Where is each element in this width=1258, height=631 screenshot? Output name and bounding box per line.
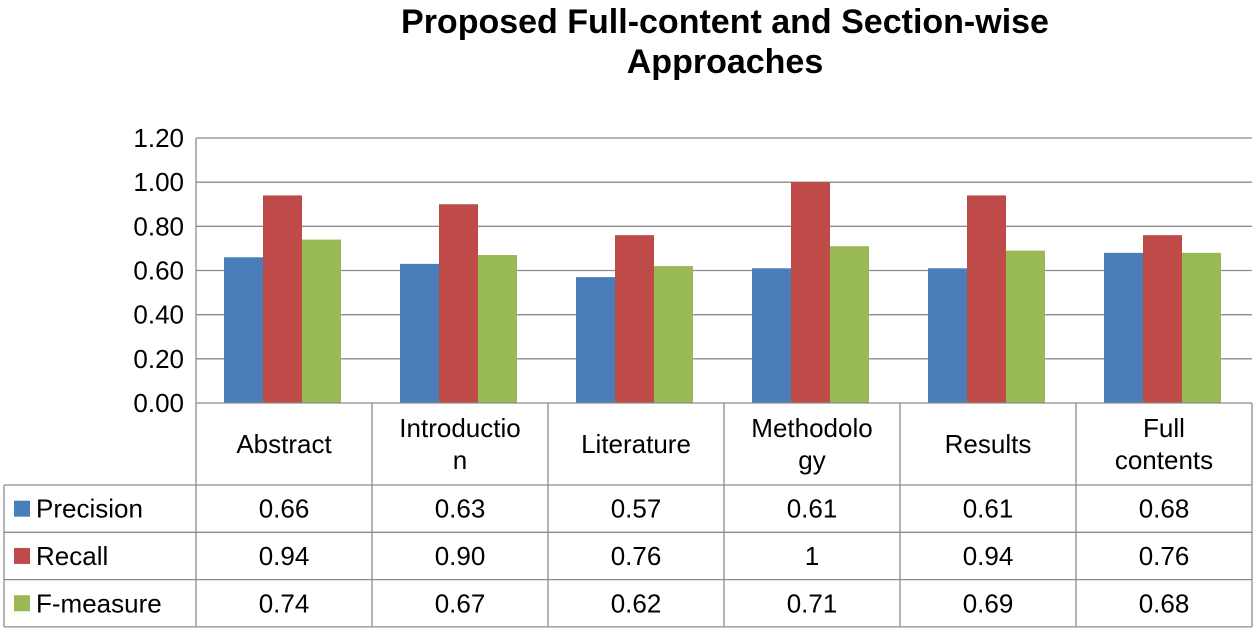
- data-label: 0.57: [611, 494, 662, 524]
- y-tick-label: 1.20: [133, 123, 184, 153]
- y-tick-label: 0.40: [133, 300, 184, 330]
- bar-recall-2: [615, 235, 654, 403]
- data-label: 0.61: [963, 494, 1014, 524]
- bar-precision-2: [576, 277, 615, 403]
- data-label: 0.74: [259, 588, 310, 618]
- bar-recall-4: [967, 195, 1006, 403]
- bar-recall-0: [263, 195, 302, 403]
- data-label: 0.69: [963, 588, 1014, 618]
- data-label: 0.94: [259, 541, 310, 571]
- legend-label: F-measure: [36, 588, 162, 618]
- legend-key-f-measure: [14, 595, 30, 612]
- category-label: Literature: [581, 429, 691, 459]
- data-label: 0.63: [435, 494, 486, 524]
- data-label: 0.76: [1139, 541, 1190, 571]
- bar-f-measure-0: [302, 239, 341, 403]
- chart-title-line-2: Approaches: [626, 43, 824, 81]
- bar-recall-5: [1143, 235, 1182, 403]
- bar-precision-0: [224, 257, 263, 403]
- category-label: Introductio: [399, 413, 520, 443]
- gridlines: [196, 137, 1252, 360]
- bar-precision-1: [400, 263, 439, 403]
- chart-title-line-1: Proposed Full-content and Section-wise: [401, 3, 1049, 41]
- legend-label: Precision: [36, 494, 143, 524]
- data-label: 0.62: [611, 588, 662, 618]
- data-label: 0.76: [611, 541, 662, 571]
- bar-f-measure-1: [478, 255, 517, 403]
- data-label: 0.61: [787, 494, 838, 524]
- bar-f-measure-4: [1006, 250, 1045, 403]
- data-label: 0.67: [435, 588, 486, 618]
- bar-recall-3: [791, 182, 830, 403]
- data-label: 0.68: [1139, 588, 1190, 618]
- y-tick-label: 0.80: [133, 211, 184, 241]
- data-label: 0.71: [787, 588, 838, 618]
- data-label: 0.94: [963, 541, 1014, 571]
- bar-precision-3: [752, 268, 791, 403]
- bar-precision-4: [928, 268, 967, 403]
- category-label: contents: [1115, 445, 1213, 475]
- bar-f-measure-5: [1182, 252, 1221, 403]
- category-label: Full: [1143, 413, 1185, 443]
- category-label: Methodolo: [751, 413, 872, 443]
- category-label: Results: [945, 429, 1032, 459]
- data-label: 0.66: [259, 494, 310, 524]
- legend-label: Recall: [36, 541, 108, 571]
- bar-precision-5: [1104, 252, 1143, 403]
- bar-f-measure-3: [830, 246, 869, 403]
- data-label: 0.68: [1139, 494, 1190, 524]
- y-tick-label: 1.00: [133, 167, 184, 197]
- bar-f-measure-2: [654, 266, 693, 403]
- data-label: 0.90: [435, 541, 486, 571]
- y-tick-label: 0.00: [133, 388, 184, 418]
- data-label: 1: [805, 541, 819, 571]
- category-label: n: [453, 445, 467, 475]
- bars: [224, 182, 1221, 403]
- legend-key-recall: [14, 547, 30, 564]
- category-label: gy: [798, 445, 825, 475]
- y-tick-label: 0.60: [133, 256, 184, 286]
- legend-key-precision: [14, 500, 30, 517]
- y-tick-label: 0.20: [133, 344, 184, 374]
- category-label: Abstract: [236, 429, 332, 459]
- bar-recall-1: [439, 204, 478, 403]
- axes: 0.00 0.20 0.40 0.60 0.80 1.00 1.20: [133, 123, 197, 627]
- chart-title: Proposed Full-content and Section-wise A…: [260, 2, 1190, 82]
